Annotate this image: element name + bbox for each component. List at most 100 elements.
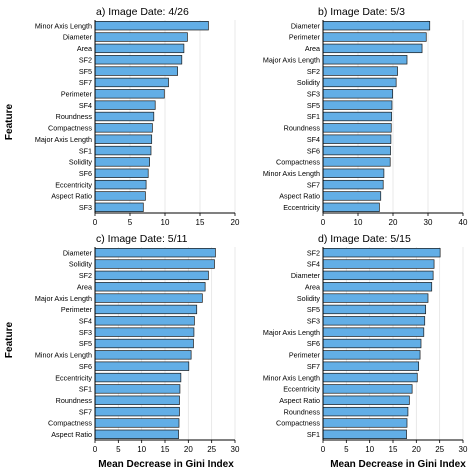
panel-a-bar [94, 100, 156, 110]
panel-c-category-label: SF2 [79, 271, 92, 280]
panel-d-category-label: SF1 [307, 430, 320, 439]
panel-d-title: d) Image Date: 5/15 [318, 233, 411, 245]
panel-a-category-label: Solidity [69, 158, 93, 167]
panel-c-x-tick-label: 25 [207, 445, 216, 454]
panel-a-bar [94, 202, 144, 212]
panel-c-bar [94, 293, 203, 303]
panel-b-bar [322, 66, 398, 76]
panel-d-x-tick-label: 30 [459, 445, 468, 454]
panel-b-bar [322, 145, 391, 156]
panel-d-x-tick-label: 20 [412, 445, 421, 454]
panel-a: a) Image Date: 4/26 Minor Axis Length Diam… [35, 6, 240, 227]
panel-c-bar [94, 418, 180, 428]
panel-d-bar [322, 395, 410, 405]
panel-a-bar [94, 21, 209, 31]
panel-b-x-tick-label: 30 [424, 218, 433, 227]
panel-d-category-label: SF2 [307, 248, 320, 257]
panel-a-category-label: Major Axis Length [35, 135, 92, 144]
panel-d-bar [322, 350, 421, 360]
panel-b-category-label: SF6 [307, 146, 320, 155]
panel-a-title: a) Image Date: 4/26 [96, 6, 189, 18]
panel-c-bar [94, 270, 209, 281]
panel-d-category-label: Major Axis Length [263, 328, 320, 337]
panel-c-category-label: Area [77, 282, 92, 291]
panel-b-category-label: Roundness [284, 124, 321, 133]
panel-d-category-label: Perimeter [289, 351, 321, 360]
panel-a-category-label: Compactness [48, 124, 92, 133]
panel-d-bar [322, 384, 413, 394]
panel-a-bar [94, 66, 178, 76]
panel-b-category-label: Area [305, 44, 320, 53]
panel-a-bar [94, 179, 147, 190]
panel-b-category-label: SF3 [307, 89, 320, 98]
panel-c-category-label: Aspect Ratio [51, 430, 92, 439]
panel-a-bar [94, 134, 153, 144]
panel-c-category-label: Eccentricity [55, 373, 92, 382]
panel-c-category-label: Compactness [48, 419, 92, 428]
panel-b-bar [322, 134, 392, 144]
panel-d: d) Image Date: 5/15 SF2 SF4 Diameter Area Sol… [263, 233, 468, 454]
panel-a-category-label: Roundness [56, 112, 93, 121]
panel-c-bar [94, 350, 192, 360]
panel-a-bar [94, 157, 150, 167]
panel-d-category-label: Area [305, 282, 320, 291]
panel-a-x-tick-label: 10 [161, 218, 170, 227]
panel-a-x-tick-label: 5 [128, 218, 133, 227]
panel-c-category-label: Diameter [63, 248, 93, 257]
panel-b-bar [322, 55, 408, 65]
panel-a-category-label: Perimeter [61, 89, 93, 98]
panel-b-bar [322, 89, 394, 99]
panel-a-category-label: Minor Axis Length [35, 21, 92, 30]
panel-a-x-tick-label: 20 [231, 218, 240, 227]
panel-a-bar [94, 111, 155, 122]
panel-d-x-tick-label: 5 [344, 445, 349, 454]
panel-b-bar [322, 168, 385, 178]
panel-d-bar [322, 270, 434, 281]
panel-b-bar [322, 123, 392, 133]
panel-b-category-label: SF4 [307, 135, 320, 144]
panel-c-x-tick-label: 30 [231, 445, 240, 454]
panel-c-x-tick-label: 15 [161, 445, 170, 454]
panel-c-bar [94, 304, 198, 315]
panel-b-x-tick-label: 40 [459, 218, 468, 227]
panel-c-x-tick-label: 0 [93, 445, 98, 454]
panel-d-bar [322, 361, 420, 371]
panel-b-bar [322, 111, 392, 122]
panel-b-category-label: Solidity [297, 78, 321, 87]
panel-a-bar [94, 32, 188, 42]
panel-d-x-tick-label: 0 [321, 445, 326, 454]
panel-c-category-label: Solidity [69, 260, 93, 269]
panel-b-bar [322, 157, 391, 167]
panel-d-category-label: Compactness [276, 419, 320, 428]
panel-b-bar [322, 191, 382, 201]
panel-b-category-label: Compactness [276, 158, 320, 167]
panel-a-bar [94, 55, 183, 65]
panel-d-bar [322, 293, 429, 303]
panel-d-bar [322, 282, 433, 292]
panel-c-bar [94, 406, 180, 417]
panel-c-category-label: SF6 [79, 362, 92, 371]
panel-b-bar [322, 43, 423, 54]
panel-b-x-tick-label: 0 [321, 218, 326, 227]
panel-b-category-label: Minor Axis Length [263, 169, 320, 178]
panel-c-bar [94, 338, 194, 349]
panel-d-category-label: Diameter [291, 271, 321, 280]
panel-d-bar [322, 248, 441, 258]
panel-d-bar [322, 418, 408, 428]
panel-a-bar [94, 168, 149, 178]
panel-b-category-label: SF5 [307, 101, 320, 110]
panel-a-x-tick-label: 15 [196, 218, 205, 227]
panel-a-category-label: SF5 [79, 67, 92, 76]
panel-b-title: b) Image Date: 5/3 [318, 6, 405, 18]
panel-c-bar [94, 361, 190, 371]
panel-d-category-label: Minor Axis Length [263, 373, 320, 382]
panel-d-bar [322, 316, 426, 326]
panel-b-category-label: Eccentricity [283, 203, 320, 212]
panel-d-bar [322, 406, 409, 417]
panel-b-bar [322, 100, 393, 110]
panel-a-category-label: Aspect Ratio [51, 192, 92, 201]
panel-b-category-label: SF2 [307, 67, 320, 76]
panel-c-bar [94, 395, 180, 405]
panel-d-x-tick-label: 15 [389, 445, 398, 454]
panel-d-category-label: Roundness [284, 407, 321, 416]
